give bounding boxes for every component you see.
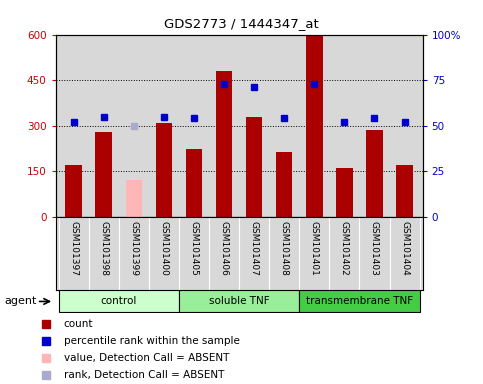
Text: GSM101397: GSM101397	[69, 220, 78, 276]
Text: value, Detection Call = ABSENT: value, Detection Call = ABSENT	[64, 353, 229, 363]
Text: agent: agent	[5, 296, 37, 306]
Text: GSM101398: GSM101398	[99, 220, 108, 276]
Bar	[396, 165, 413, 217]
Text: GSM101404: GSM101404	[400, 220, 409, 275]
Bar	[185, 149, 202, 217]
Bar	[216, 71, 232, 217]
Bar	[96, 132, 112, 217]
Bar	[126, 180, 142, 217]
Bar	[276, 152, 293, 217]
Bar	[366, 130, 383, 217]
Bar	[306, 36, 323, 217]
FancyBboxPatch shape	[299, 290, 420, 313]
Bar	[156, 123, 172, 217]
Text: rank, Detection Call = ABSENT: rank, Detection Call = ABSENT	[64, 370, 224, 381]
Text: GSM101403: GSM101403	[370, 220, 379, 275]
Bar	[65, 165, 82, 217]
Text: GSM101406: GSM101406	[220, 220, 228, 275]
Text: GSM101405: GSM101405	[189, 220, 199, 275]
Text: soluble TNF: soluble TNF	[209, 296, 270, 306]
Text: GSM101401: GSM101401	[310, 220, 319, 275]
Text: transmembrane TNF: transmembrane TNF	[306, 296, 413, 306]
Text: percentile rank within the sample: percentile rank within the sample	[64, 336, 240, 346]
Text: GSM101408: GSM101408	[280, 220, 289, 275]
FancyBboxPatch shape	[179, 290, 299, 313]
Text: GSM101407: GSM101407	[250, 220, 258, 275]
Text: GDS2773 / 1444347_at: GDS2773 / 1444347_at	[164, 17, 319, 30]
Bar	[246, 117, 262, 217]
FancyBboxPatch shape	[58, 290, 179, 313]
Text: GSM101399: GSM101399	[129, 220, 138, 276]
Text: control: control	[100, 296, 137, 306]
Text: GSM101402: GSM101402	[340, 220, 349, 275]
Text: count: count	[64, 318, 93, 329]
Bar	[336, 168, 353, 217]
Text: GSM101400: GSM101400	[159, 220, 169, 275]
